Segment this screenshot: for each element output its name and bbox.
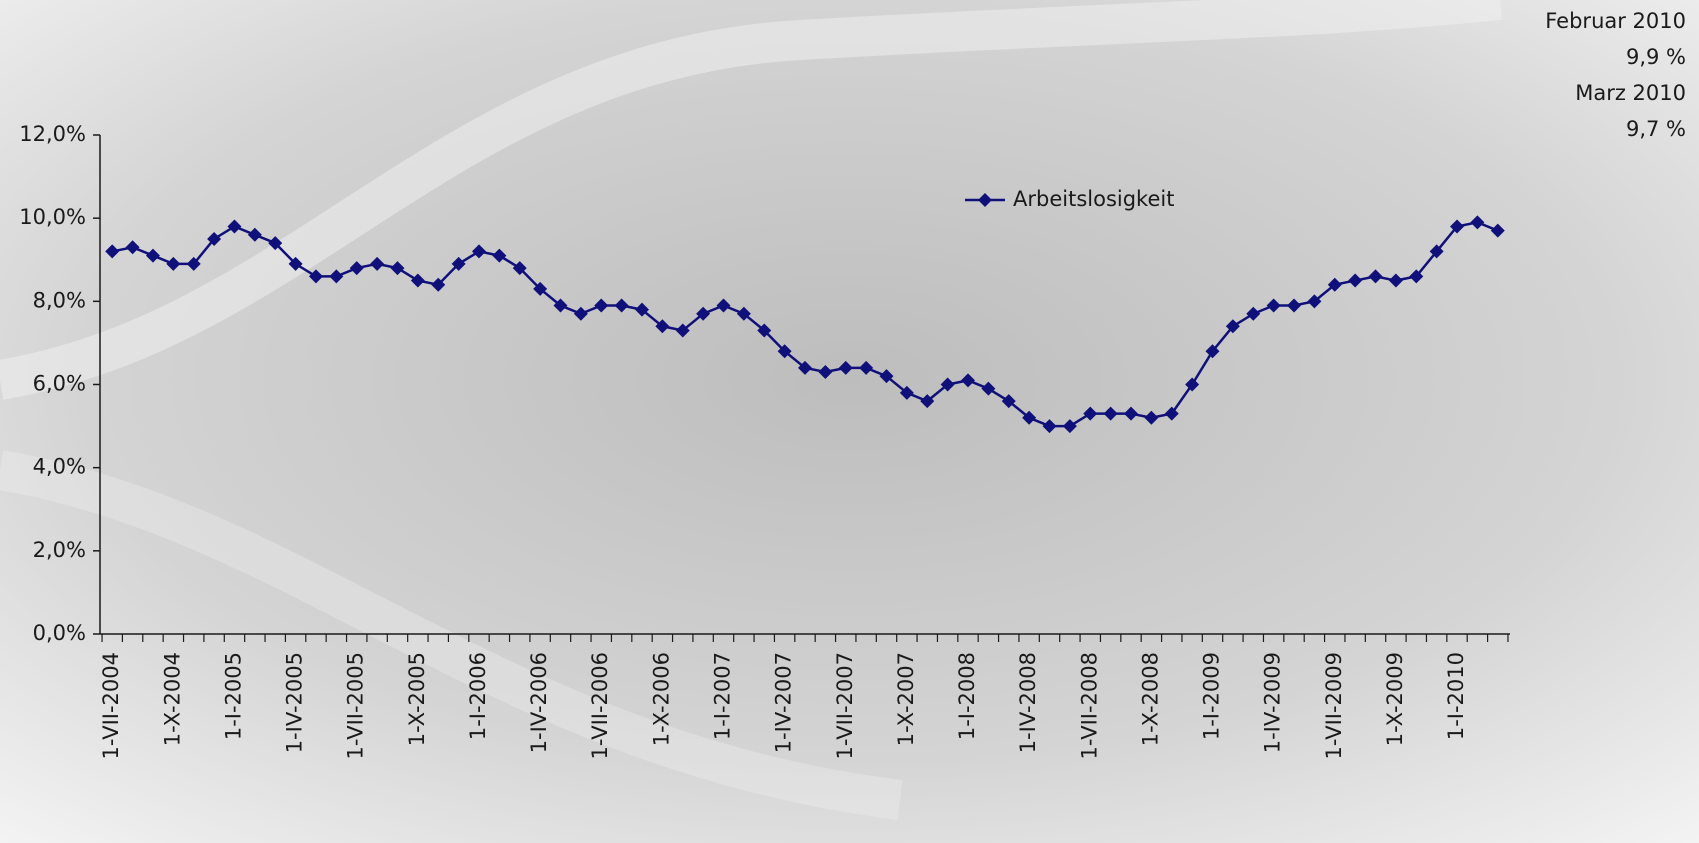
x-tick-label: 1-VII-2006 [588, 652, 612, 759]
legend-label: Arbeitslosigkeit [1013, 187, 1174, 211]
annotation: Februar 2010 [1545, 9, 1686, 33]
chart: Februar 2010 9,9 % Marz 2010 9,7 % 0,0% 2,0%… [0, 0, 1699, 843]
x-tick-label: 1-VII-2009 [1322, 652, 1346, 759]
x-tick-label: 1-I-2008 [955, 652, 979, 740]
y-tick-label: 6,0% [33, 372, 86, 396]
x-tick-label: 1-IV-2006 [527, 652, 551, 753]
x-tick-label: 1-I-2007 [710, 652, 734, 740]
annotation: 9,9 % [1626, 45, 1686, 69]
x-tick-label: 1-X-2005 [405, 652, 429, 746]
x-tick-label: 1-IV-2008 [1016, 652, 1040, 753]
x-tick-label: 1-IV-2005 [283, 652, 307, 753]
x-tick-label: 1-IV-2007 [772, 652, 796, 753]
x-tick-label: 1-VII-2007 [833, 652, 857, 759]
x-tick-label: 1-X-2007 [894, 652, 918, 746]
x-tick-label: 1-I-2006 [466, 652, 490, 740]
x-tick-label: 1-X-2004 [160, 652, 184, 746]
y-tick-label: 8,0% [33, 288, 86, 312]
annotation: Marz 2010 [1575, 81, 1686, 105]
y-tick-label: 2,0% [33, 538, 86, 562]
y-tick-label: 12,0% [19, 122, 86, 146]
x-tick-label: 1-X-2008 [1138, 652, 1162, 746]
x-tick-label: 1-VII-2008 [1077, 652, 1101, 759]
y-tick-label: 4,0% [33, 455, 86, 479]
x-tick-label: 1-IV-2009 [1261, 652, 1285, 753]
x-tick-label: 1-I-2005 [221, 652, 245, 740]
annotation: 9,7 % [1626, 117, 1686, 141]
y-tick-label: 0,0% [33, 621, 86, 645]
x-tick-label: 1-I-2010 [1444, 652, 1468, 740]
x-tick-label: 1-VII-2004 [99, 652, 123, 759]
y-tick-label: 10,0% [19, 205, 86, 229]
x-tick-label: 1-VII-2005 [344, 652, 368, 759]
x-tick-label: 1-X-2009 [1383, 652, 1407, 746]
x-tick-label: 1-X-2006 [649, 652, 673, 746]
x-tick-label: 1-I-2009 [1200, 652, 1224, 740]
